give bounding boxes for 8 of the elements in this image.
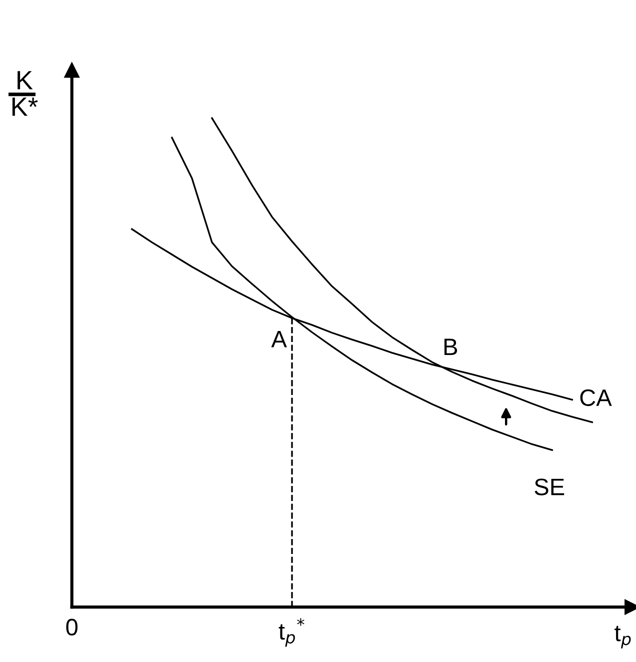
- y-axis-title: K K*: [12, 71, 38, 116]
- x-tick-label: 0: [66, 618, 78, 636]
- series-label: SE: [534, 478, 564, 496]
- x-tick-label: t$_{p}$$^{*}$: [278, 618, 304, 647]
- x-axis-title: t$_{p}$: [614, 626, 631, 648]
- series-label: CA: [580, 389, 612, 406]
- annotation: B: [444, 338, 458, 356]
- annotation: A: [271, 330, 287, 348]
